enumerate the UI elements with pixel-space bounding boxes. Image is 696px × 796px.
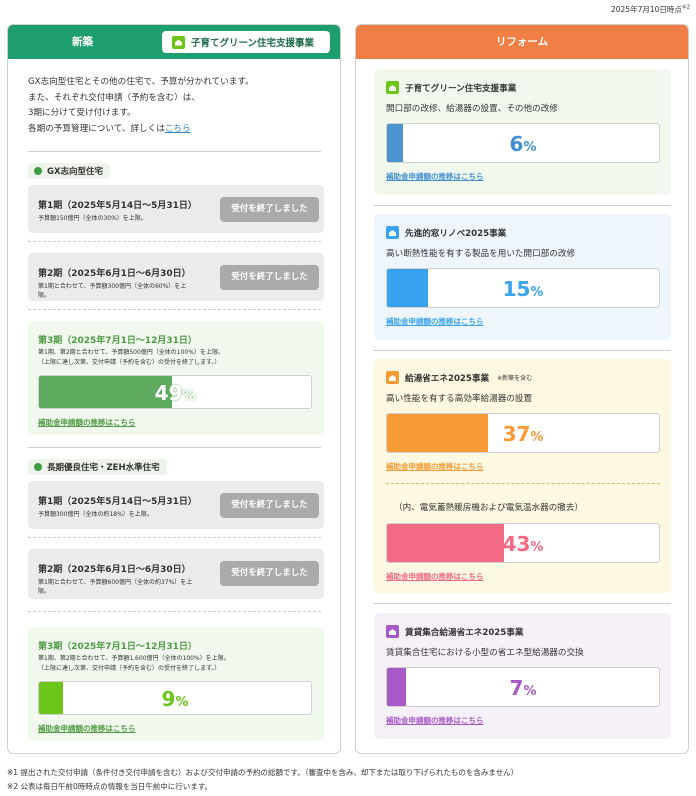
progress-percent: 49% (154, 381, 196, 405)
period-title: 第2期（2025年6月1日〜6月30日） (38, 565, 191, 575)
program-badge: 子育てグリーン住宅支援事業 (162, 31, 330, 53)
reform-header: リフォーム (356, 25, 688, 59)
reform-title: リフォーム (495, 36, 549, 48)
card-title: 給湯省エネ2025事業 ※新築を含む (386, 371, 532, 384)
new-build-title: 新築 (72, 36, 93, 48)
divider (28, 537, 321, 538)
footnotes: ※1 提出された交付申請（条件付き交付申請を含む）および交付申請の予約の総額です… (7, 766, 518, 793)
card-title: 先進的窓リノベ2025事業 (386, 226, 506, 239)
section-title-gx: GX志向型住宅 (28, 163, 111, 179)
program-card: 先進的窓リノベ2025事業 高い断熱性能を有する製品を用いた開口部の改修 15%… (374, 214, 671, 340)
progress-percent: 37% (502, 422, 544, 446)
progress-percent: 7% (509, 676, 537, 700)
divider (28, 309, 321, 310)
period-note: 予算額300億円（全体の約18%）を上限。 (38, 511, 153, 518)
period-card: 第2期（2025年6月1日〜6月30日） 第1期と合わせて、予算額600億円（全… (28, 549, 324, 599)
dot-icon (34, 167, 42, 175)
progress-percent: 6% (509, 132, 537, 156)
progress-bar: 43% (386, 523, 660, 563)
progress-fill (387, 124, 404, 162)
card-sub-description: （内、電気蓄熱暖房機および電気温水器の撤去） (394, 503, 584, 513)
card-description: 高い断熱性能を有する製品を用いた開口部の改修 (386, 249, 576, 259)
dot-icon (34, 463, 42, 471)
window-house-icon (386, 226, 399, 239)
reform-panel: リフォーム 子育てグリーン住宅支援事業 開口部の改修、給湯器の設置、その他の改修… (355, 24, 689, 754)
history-link[interactable]: 補助金申請額の推移はこちら (38, 418, 136, 427)
program-card: 子育てグリーン住宅支援事業 開口部の改修、給湯器の設置、その他の改修 6% 補助… (374, 69, 671, 195)
program-card: 賃貸集合給湯省エネ2025事業 賃貸集合住宅における小型の省エネ型給湯器の交換 … (374, 613, 671, 739)
period-note: 予算額150億円（全体の30%）を上限。 (38, 215, 147, 222)
current-period-card: 第3期（2025年7月1日〜12月31日） 第1期、第2期と合わせて、予算額50… (28, 321, 324, 435)
history-link[interactable]: 補助金申請額の推移はこちら (38, 724, 136, 733)
current-period-card: 第3期（2025年7月1日〜12月31日） 第1期、第2期と合わせて、予算額1,… (28, 627, 324, 741)
history-link[interactable]: 補助金申請額の推移はこちら (386, 462, 484, 471)
progress-bar: 49% (38, 375, 312, 409)
progress-fill (39, 682, 64, 714)
progress-fill (387, 269, 428, 307)
period-card: 第1期（2025年5月14日〜5月31日） 予算額300億円（全体の約18%）を… (28, 481, 324, 529)
new-build-panel: 新築 子育てグリーン住宅支援事業 GX志向型住宅とその他の住宅で、予算が分かれて… (7, 24, 341, 754)
closed-button[interactable]: 受付を終了しました (220, 197, 319, 222)
house-icon (172, 35, 185, 49)
divider (28, 447, 321, 448)
card-description: 高い性能を有する高効率給湯器の設置 (386, 394, 533, 404)
card-description: 賃貸集合住宅における小型の省エネ型給湯器の交換 (386, 648, 584, 658)
divider (28, 241, 321, 242)
new-build-header: 新築 子育てグリーン住宅支援事業 (8, 25, 340, 59)
water-heater-icon (386, 371, 399, 384)
period-title: 第1期（2025年5月14日〜5月31日） (38, 201, 197, 211)
footnote: ※1 提出された交付申請（条件付き交付申請を含む）および交付申請の予約の総額です… (7, 768, 519, 777)
progress-percent: 15% (502, 277, 544, 301)
intro-text: GX志向型住宅とその他の住宅で、予算が分かれています。 また、それぞれ交付申請（… (28, 77, 254, 134)
apartment-icon (386, 625, 399, 638)
history-link[interactable]: 補助金申請額の推移はこちら (386, 172, 484, 181)
period-title: 第1期（2025年5月14日〜5月31日） (38, 497, 197, 507)
divider (386, 483, 660, 484)
period-title: 第3期（2025年7月1日〜12月31日） (38, 336, 197, 346)
history-link[interactable]: 補助金申請額の推移はこちら (386, 317, 484, 326)
period-note: 第1期と合わせて、予算額600億円（全体の約37%）を上限。 (38, 579, 193, 595)
history-link[interactable]: 補助金申請額の推移はこちら (386, 572, 484, 581)
period-note: 第1期と合わせて、予算額300億円（全体の60%）を上限。 (38, 283, 187, 299)
closed-button[interactable]: 受付を終了しました (220, 561, 319, 586)
progress-bar: 6% (386, 123, 660, 163)
progress-bar: 7% (386, 667, 660, 707)
update-date: 2025年7月10日時点※2 (610, 4, 690, 15)
progress-fill (39, 376, 173, 408)
section-title-long-life: 長期優良住宅・ZEH水準住宅 (28, 459, 167, 475)
progress-bar: 9% (38, 681, 312, 715)
progress-bar: 37% (386, 413, 660, 453)
closed-button[interactable]: 受付を終了しました (220, 493, 319, 518)
period-note: 第1期、第2期と合わせて、予算額500億円（全体の100%）を上限。 （上限に達し… (38, 349, 224, 366)
period-card: 第2期（2025年6月1日〜6月30日） 第1期と合わせて、予算額300億円（全… (28, 253, 324, 301)
card-title: 子育てグリーン住宅支援事業 (386, 81, 516, 94)
house-icon (386, 81, 399, 94)
divider (28, 151, 321, 152)
progress-percent: 43% (502, 532, 544, 556)
progress-percent: 9% (161, 687, 189, 711)
footnote: ※2 公表は毎日午前0時時点の情報を当日午前中に行います。 (7, 781, 212, 791)
progress-fill (387, 524, 504, 562)
divider (374, 205, 671, 206)
card-title: 賃貸集合給湯省エネ2025事業 (386, 625, 523, 638)
closed-button[interactable]: 受付を終了しました (220, 265, 319, 290)
progress-fill (387, 414, 488, 452)
history-link[interactable]: 補助金申請額の推移はこちら (386, 716, 484, 725)
progress-fill (387, 668, 407, 706)
progress-bar: 15% (386, 268, 660, 308)
period-card: 第1期（2025年5月14日〜5月31日） 予算額150億円（全体の30%）を上… (28, 185, 324, 233)
period-title: 第2期（2025年6月1日〜6月30日） (38, 269, 191, 279)
divider (374, 603, 671, 604)
card-description: 開口部の改修、給湯器の設置、その他の改修 (386, 104, 558, 114)
period-title: 第3期（2025年7月1日〜12月31日） (38, 642, 197, 652)
details-link[interactable]: こちら (164, 123, 191, 134)
period-note: 第1期、第2期と合わせて、予算額1,600億円（全体の100%）を上限。 （上限に… (38, 655, 230, 672)
divider (28, 611, 321, 612)
program-card: 給湯省エネ2025事業 ※新築を含む 高い性能を有する高効率給湯器の設置 37% … (374, 359, 671, 593)
program-badge-label: 子育てグリーン住宅支援事業 (191, 38, 315, 49)
divider (374, 350, 671, 351)
